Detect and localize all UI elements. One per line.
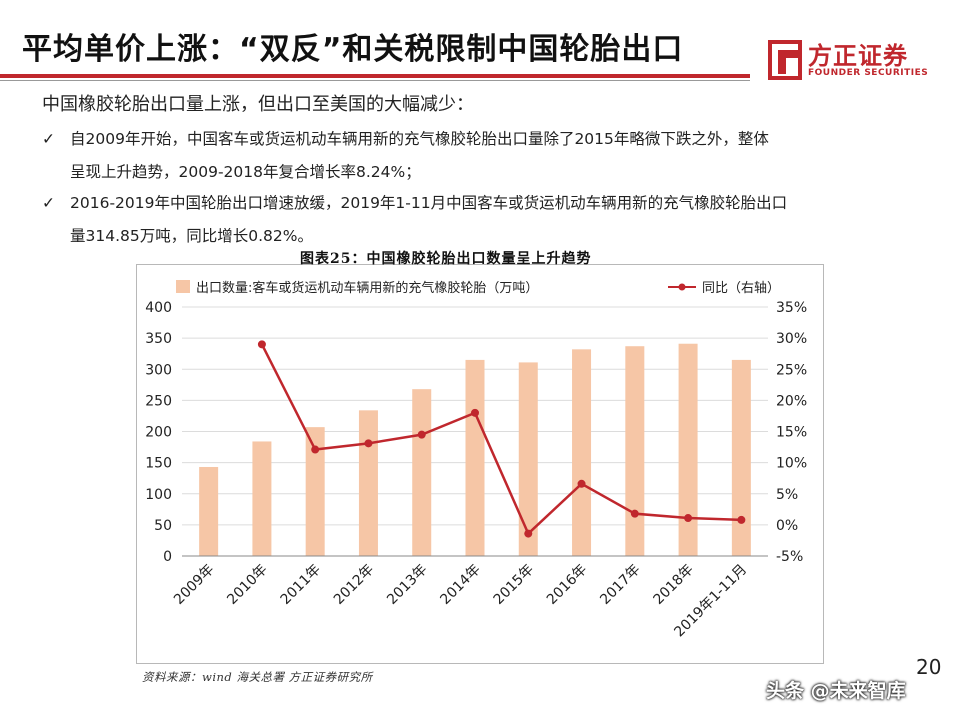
chart-title: 图表25：中国橡胶轮胎出口数量呈上升趋势 xyxy=(300,251,592,267)
bullet-2-line-1: 2016-2019年中国轮胎出口增速放缓，2019年1-11月中国客车或货运机动… xyxy=(70,194,788,212)
checkmark-icon: ✓ xyxy=(42,194,55,212)
bullet-1-line-1: 自2009年开始，中国客车或货运机动车辆用新的充气橡胶轮胎出口量除了2015年略… xyxy=(70,130,769,148)
logo-name: 方正证券 xyxy=(808,42,908,70)
title-underline xyxy=(0,74,750,78)
bullet-text-2: 2016-2019年中国轮胎出口增速放缓，2019年1-11月中国客车或货运机动… xyxy=(70,187,920,253)
page-number: 20 xyxy=(916,655,942,679)
page-title: 平均单价上涨：“双反”和关税限制中国轮胎出口 xyxy=(22,32,684,67)
bullet-2-line-2: 量314.85万吨，同比增长0.82%。 xyxy=(70,227,313,245)
checkmark-icon: ✓ xyxy=(42,130,55,148)
chart-frame xyxy=(136,264,824,664)
company-logo: 方正证券 FOUNDER SECURITIES xyxy=(768,36,958,86)
logo-english-name: FOUNDER SECURITIES xyxy=(808,68,929,78)
watermark: 头条 @未来智库 xyxy=(766,680,906,702)
founder-logo-icon xyxy=(768,40,802,80)
bullet-text-1: 自2009年开始，中国客车或货运机动车辆用新的充气橡胶轮胎出口量除了2015年略… xyxy=(70,123,920,189)
intro-text: 中国橡胶轮胎出口量上涨，但出口至美国的大幅减少： xyxy=(42,94,474,115)
source-note: 资料来源：wind 海关总署 方正证券研究所 xyxy=(142,670,373,684)
bullet-1-line-2: 呈现上升趋势，2009-2018年复合增长率8.24%； xyxy=(70,163,421,181)
title-underline-thin xyxy=(0,80,750,81)
